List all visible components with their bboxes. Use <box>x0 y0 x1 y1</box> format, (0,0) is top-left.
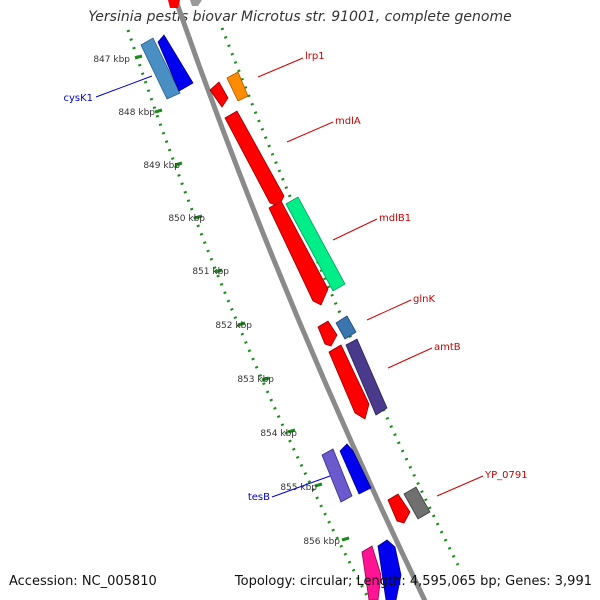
tick-label-848: 848 kbp <box>118 108 155 118</box>
tick-label-851: 851 kbp <box>192 267 229 277</box>
inner-tick-ring <box>126 29 372 600</box>
gene-label-cysK1: cysK1 <box>63 93 93 104</box>
tick-label-852: 852 kbp <box>215 321 252 331</box>
tick-label-856: 856 kbp <box>303 537 340 547</box>
gene-label-amtB: amtB <box>434 342 461 353</box>
gene-label-tesB: tesB <box>248 492 270 503</box>
gene-label-mdlA: mdlA <box>335 116 361 127</box>
gene-YP_0791[interactable] <box>387 486 431 524</box>
gene-label-mdlB1: mdlB1 <box>379 213 411 224</box>
gene-top-partial[interactable] <box>168 0 202 8</box>
gene-amtB[interactable] <box>328 338 388 420</box>
gene-cysK1[interactable] <box>140 34 194 100</box>
kbp-tick-labels: 847 kbp 848 kbp 849 kbp 850 kbp 851 kbp … <box>93 55 340 547</box>
tick-label-847: 847 kbp <box>93 55 130 65</box>
gene-lrp1[interactable] <box>209 71 249 108</box>
genome-summary-text: Topology: circular; Length: 4,595,065 bp… <box>234 574 592 589</box>
gene-labels: cysK1 lrp1 mdlA mdlB1 glnK amtB tesB YP_… <box>63 51 527 503</box>
tick-label-854: 854 kbp <box>260 429 297 439</box>
tick-label-855: 855 kbp <box>280 483 317 493</box>
gene-mdlB1[interactable] <box>268 196 346 306</box>
gene-label-YP_0791: YP_0791 <box>484 470 528 481</box>
tick-label-850: 850 kbp <box>168 214 205 224</box>
gene-label-lrp1: lrp1 <box>305 51 325 62</box>
gene-mdlA[interactable] <box>224 110 285 207</box>
gene-bottom-partial[interactable] <box>361 539 402 600</box>
map-title: Yersinia pestis biovar Microtus str. 910… <box>88 9 512 25</box>
gene-glnK[interactable] <box>317 315 357 347</box>
kbp-tick-marks <box>134 54 350 542</box>
tick-label-853: 853 kbp <box>237 375 274 385</box>
label-leader-lines <box>95 57 484 498</box>
gene-label-glnK: glnK <box>413 294 435 305</box>
backbone-arc <box>173 0 428 600</box>
tick-label-849: 849 kbp <box>143 161 180 171</box>
accession-text: Accession: NC_005810 <box>9 574 157 589</box>
gene-tesB[interactable] <box>321 443 372 503</box>
